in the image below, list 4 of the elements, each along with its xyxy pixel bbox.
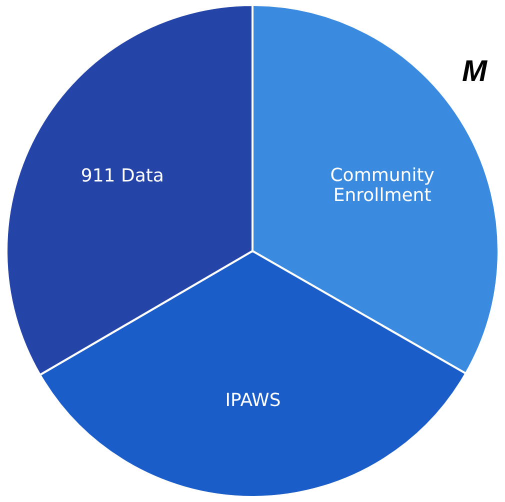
slice-label: 911 Data	[80, 165, 164, 186]
slice-label: Community Enrollment	[330, 164, 435, 206]
text: M	[462, 55, 488, 88]
slice-label: IPAWS	[225, 390, 281, 411]
